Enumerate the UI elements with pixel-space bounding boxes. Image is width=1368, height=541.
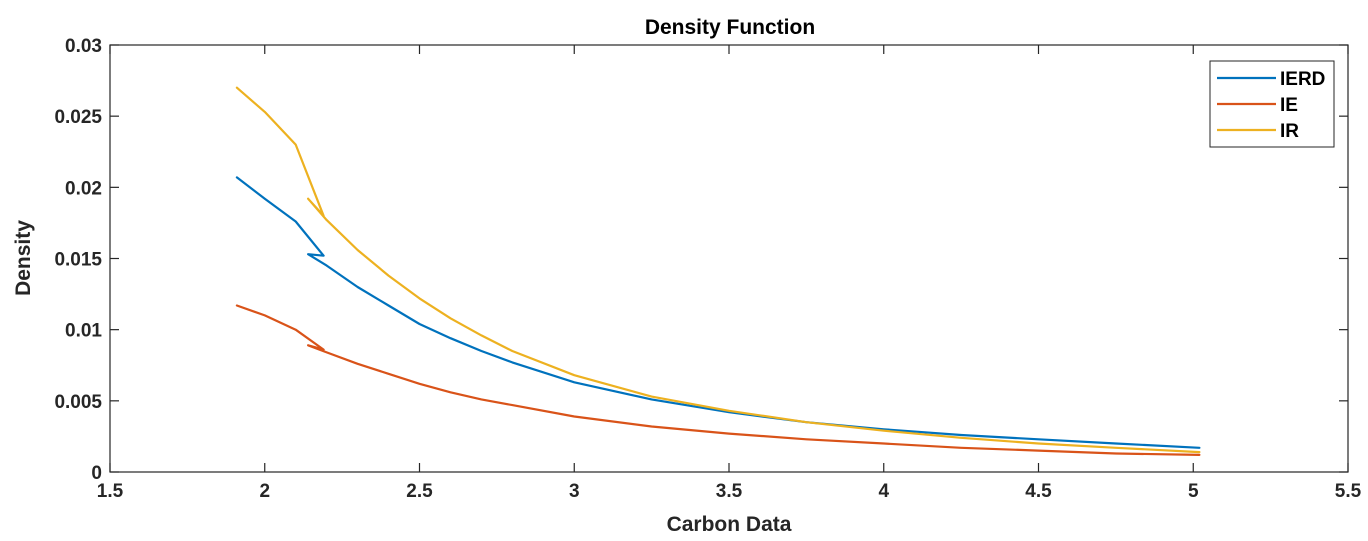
x-tick-label: 1.5: [97, 481, 124, 502]
y-tick-label: 0.02: [65, 178, 102, 199]
x-tick-label: 5.5: [1335, 481, 1362, 502]
x-tick-label: 4.5: [1025, 481, 1052, 502]
y-tick-label: 0.01: [65, 321, 102, 342]
legend: IERD IE IR: [1209, 60, 1335, 148]
y-tick-label: 0.015: [54, 250, 102, 271]
plot-area: [110, 45, 1348, 472]
y-tick-label: 0.03: [65, 36, 102, 57]
series-line-ierd: [235, 176, 1201, 449]
x-tick-label: 3: [569, 481, 580, 502]
y-tick-label: 0: [91, 463, 102, 484]
legend-label-ie: IE: [1280, 95, 1298, 116]
x-axis-label: Carbon Data: [667, 513, 792, 536]
series-line-ir: [235, 86, 1201, 454]
x-tick-label: 2: [259, 481, 270, 502]
series-line-ie: [235, 304, 1201, 456]
y-axis-ticks: 0 0.005 0.01 0.015 0.02 0.025 0.03: [54, 36, 1348, 484]
x-tick-label: 2.5: [406, 481, 433, 502]
x-tick-label: 5: [1188, 481, 1199, 502]
x-axis-ticks: 1.5 2 2.5 3 3.5 4 4.5 5 5.5: [97, 45, 1362, 502]
legend-label-ir: IR: [1280, 121, 1299, 142]
legend-label-ierd: IERD: [1280, 69, 1325, 90]
x-tick-label: 3.5: [716, 481, 743, 502]
chart-title: Density Function: [645, 16, 815, 39]
series-layer: [235, 86, 1201, 456]
y-tick-label: 0.025: [54, 107, 102, 128]
x-tick-label: 4: [878, 481, 889, 502]
y-tick-label: 0.005: [54, 392, 102, 413]
y-axis-label: Density: [12, 220, 35, 296]
